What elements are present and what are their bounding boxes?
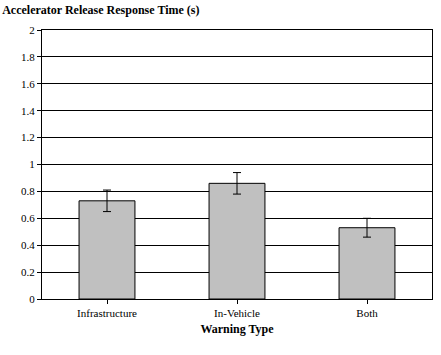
svg-text:In-Vehicle: In-Vehicle — [214, 307, 260, 319]
svg-text:0.2: 0.2 — [21, 266, 35, 278]
svg-text:Both: Both — [356, 307, 378, 319]
svg-text:1.8: 1.8 — [21, 51, 35, 63]
svg-text:Warning Type: Warning Type — [200, 322, 274, 336]
svg-text:1: 1 — [29, 158, 35, 170]
svg-text:1.2: 1.2 — [21, 131, 35, 143]
svg-text:1.4: 1.4 — [21, 105, 35, 117]
svg-text:Accelerator Release Response T: Accelerator Release Response Time (s) — [2, 3, 199, 17]
svg-text:2: 2 — [29, 24, 35, 36]
svg-text:Infrastructure: Infrastructure — [77, 307, 137, 319]
svg-text:1.6: 1.6 — [21, 78, 35, 90]
svg-text:0.6: 0.6 — [21, 212, 35, 224]
svg-text:0.4: 0.4 — [21, 239, 35, 251]
svg-text:0.8: 0.8 — [21, 185, 35, 197]
svg-text:0: 0 — [29, 293, 35, 305]
